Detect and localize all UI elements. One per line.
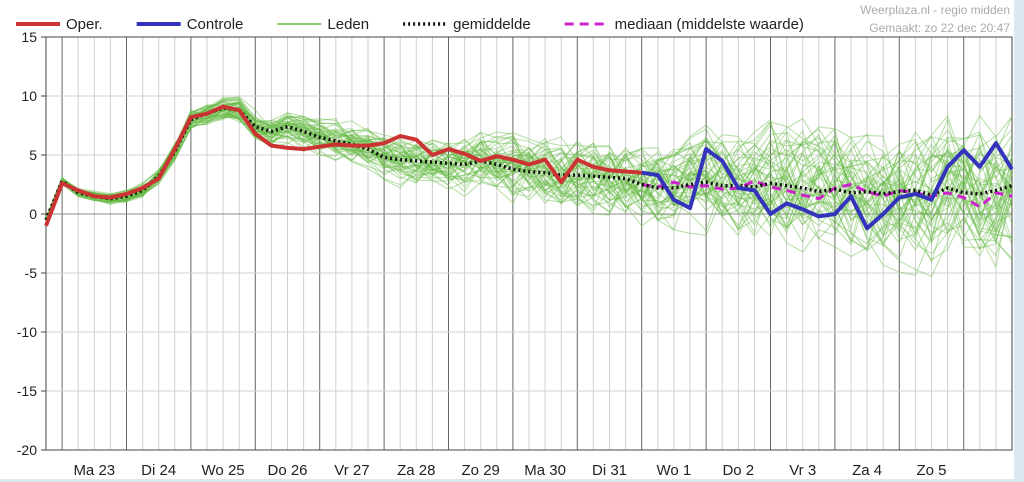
frame-right-border — [1014, 0, 1024, 482]
x-day-label: Vr 3 — [789, 462, 816, 479]
x-day-label: Di 31 — [592, 462, 627, 479]
y-axis-tick-labels: 15 10 5 0 -5 -10 -15 -20 — [17, 29, 46, 458]
member-line — [45, 100, 1013, 249]
series-line-mediaan — [641, 179, 1013, 209]
member-line — [45, 96, 1013, 245]
x-day-label: Zo 5 — [916, 462, 946, 479]
member-line — [45, 110, 1013, 250]
legend-label: mediaan (middelste waarde) — [615, 16, 804, 33]
member-line — [45, 102, 1013, 237]
y-tick-label: 15 — [21, 29, 37, 45]
member-line — [45, 108, 1013, 244]
member-line — [45, 107, 1013, 230]
y-tick-label: 0 — [29, 206, 37, 222]
member-line — [45, 106, 1013, 222]
member-line — [45, 105, 1013, 236]
member-line — [45, 100, 1013, 221]
x-day-label: Do 2 — [722, 462, 754, 479]
member-line — [45, 102, 1013, 255]
plot-border — [45, 36, 1013, 451]
x-day-label: Wo 1 — [657, 462, 692, 479]
member-line — [45, 106, 1013, 246]
x-day-label: Ma 30 — [524, 462, 566, 479]
legend-label: Leden — [327, 16, 369, 33]
legend-label: Controle — [187, 16, 244, 33]
x-axis-day-labels: Ma 23 Di 24 Wo 25 Do 26 Vr 27 Za 28 Zo 29 Ma 30… — [73, 462, 946, 479]
member-line — [45, 101, 1013, 261]
x-day-label: Za 28 — [397, 462, 435, 479]
member-line — [45, 102, 1013, 235]
legend-label: Oper. — [66, 16, 103, 33]
y-tick-label: 10 — [21, 88, 37, 104]
y-tick-label: -20 — [17, 442, 37, 458]
member-line — [45, 108, 1013, 239]
x-day-label: Za 4 — [852, 462, 882, 479]
x-day-label: Vr 27 — [334, 462, 369, 479]
member-line — [45, 116, 1013, 219]
series-line-gemiddelde — [44, 106, 1013, 221]
series-lines — [44, 104, 1014, 231]
y-tick-label: -10 — [17, 324, 37, 340]
member-line — [45, 115, 1013, 223]
member-line — [45, 112, 1013, 251]
x-day-label: Zo 29 — [462, 462, 500, 479]
member-line — [45, 102, 1013, 241]
source-label: Weerplaza.nl - regio midden — [860, 3, 1010, 17]
x-day-label: Do 26 — [267, 462, 307, 479]
y-tick-label: -5 — [25, 265, 38, 281]
y-tick-label: -15 — [17, 383, 37, 399]
member-line — [45, 113, 1013, 236]
legend-label: gemiddelde — [453, 16, 531, 33]
x-day-label: Di 24 — [141, 462, 176, 479]
member-line — [45, 103, 1013, 238]
y-tick-label: 5 — [29, 147, 37, 163]
series-line-oper — [44, 104, 642, 227]
generated-timestamp: Gemaakt: zo 22 dec 20:47 — [869, 21, 1010, 35]
x-day-label: Ma 23 — [73, 462, 115, 479]
member-line — [45, 110, 1013, 240]
member-line — [45, 104, 1013, 237]
frame-bottom-border — [0, 479, 1024, 482]
member-line — [45, 97, 1013, 227]
x-day-label: Wo 25 — [202, 462, 245, 479]
series-line-controle — [641, 141, 1014, 231]
chart-legend: Oper. Controle Leden gemiddelde mediaan (mid… — [16, 16, 804, 33]
